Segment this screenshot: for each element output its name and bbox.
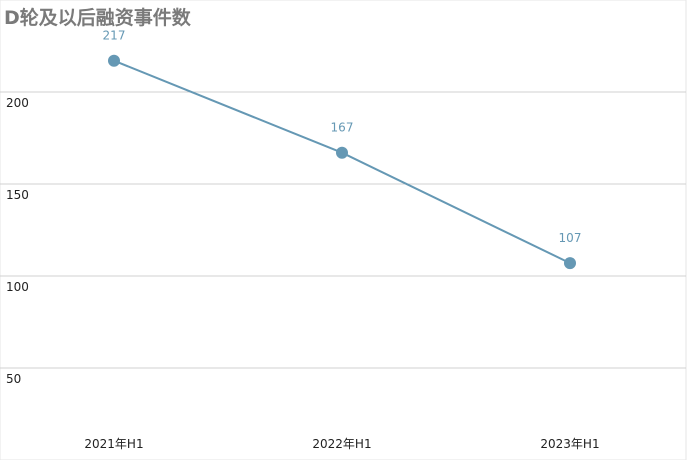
value-label: 167	[331, 121, 354, 135]
point	[108, 54, 120, 67]
value-label: 217	[103, 29, 126, 43]
x-tick-label: 2021年H1	[84, 437, 143, 451]
value-label: 107	[559, 231, 582, 245]
y-tick-label: 200	[6, 96, 29, 110]
point	[564, 257, 576, 270]
chart-title: D轮及以后融资事件数	[4, 6, 192, 29]
x-tick-label: 2023年H1	[540, 437, 599, 451]
x-tick-label: 2022年H1	[312, 437, 371, 451]
point	[336, 146, 348, 159]
y-tick-label: 100	[6, 280, 29, 294]
y-tick-label: 150	[6, 188, 29, 202]
y-tick-label: 50	[6, 372, 21, 386]
